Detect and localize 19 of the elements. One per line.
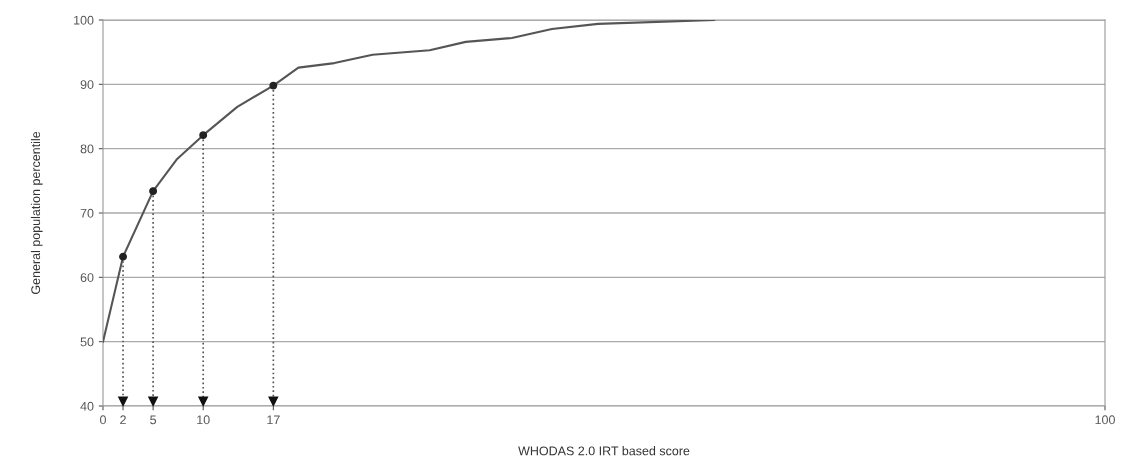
point [119, 252, 127, 261]
y-axis-title: General population percentile [30, 131, 43, 295]
y-tick-label: 70 [80, 208, 94, 218]
x-tick-label: 2 [120, 415, 126, 425]
y-tick-label: 40 [80, 401, 94, 411]
x-tick-label: 17 [267, 415, 280, 425]
x-tick-label: 10 [197, 415, 210, 425]
point [149, 187, 158, 196]
point [199, 131, 208, 140]
x-tick-label: 5 [150, 415, 157, 425]
x-axis-title: WHODAS 2.0 IRT based score [518, 446, 690, 456]
y-tick-label: 90 [80, 80, 94, 89]
y-tick-label: 50 [80, 337, 94, 347]
y-tick-label: 60 [80, 273, 94, 282]
x-tick-label: 100 [1095, 415, 1115, 425]
y-tick-label: 100 [74, 15, 94, 25]
point [269, 81, 278, 90]
y-tick-label: 80 [80, 144, 94, 154]
x-tick-label: 0 [100, 415, 106, 425]
